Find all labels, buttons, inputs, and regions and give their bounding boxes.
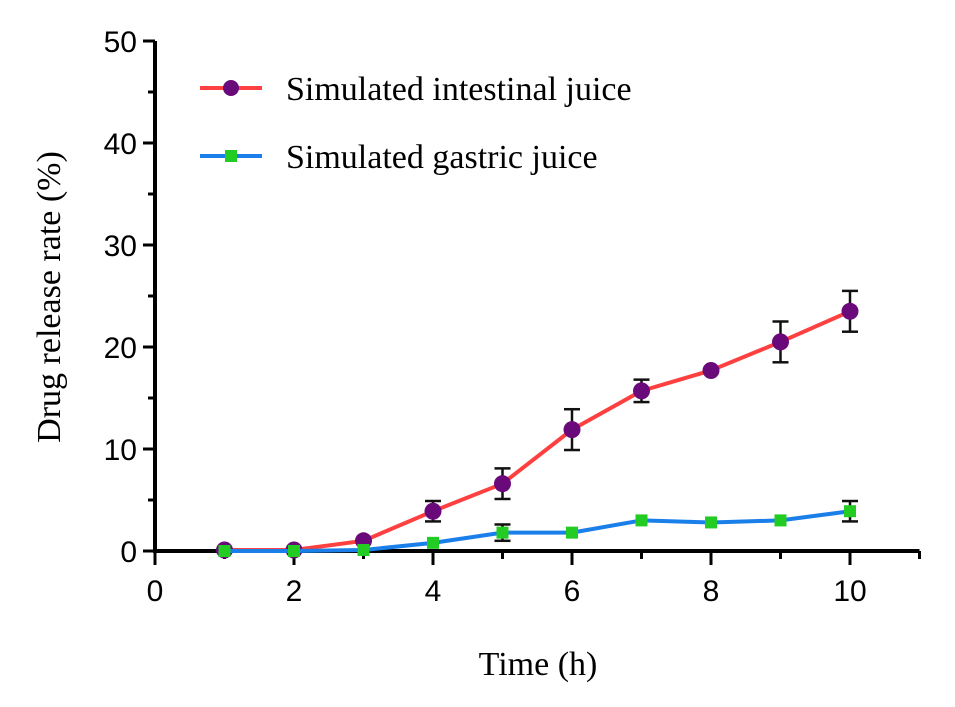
axes: 0 10 20 30 40 50 0 2 4 6 8 10 (104, 26, 921, 608)
x-axis-label: Time (h) (479, 646, 598, 683)
x-tick-label: 8 (703, 575, 720, 608)
series-line (224, 509, 851, 553)
y-tick-label: 10 (104, 434, 137, 467)
data-point (288, 545, 300, 557)
data-point (635, 514, 648, 527)
series-line (224, 309, 851, 552)
data-point (702, 361, 720, 379)
legend: Simulated intestinal juice Simulated gas… (200, 71, 632, 176)
x-tick-label: 6 (564, 575, 581, 608)
data-point (633, 382, 650, 400)
x-tick-label: 10 (833, 575, 866, 608)
y-tick-label: 50 (104, 26, 137, 59)
data-point (844, 505, 856, 518)
data-point (357, 543, 370, 556)
legend-marker-gastric (225, 150, 237, 162)
y-axis-label: Drug release rate (%) (31, 151, 68, 443)
data-point (841, 302, 859, 320)
x-tick-label: 2 (286, 575, 303, 608)
data-point (494, 475, 511, 493)
series-gastric (218, 499, 858, 557)
legend-marker-intestinal (223, 80, 239, 96)
data-point (424, 502, 442, 520)
data-point (218, 545, 231, 557)
data-point (563, 421, 581, 439)
data-point (774, 514, 787, 527)
legend-label-intestinal: Simulated intestinal juice (286, 71, 632, 108)
data-point (705, 516, 717, 529)
y-tick-label: 20 (104, 332, 137, 365)
data-point (566, 526, 578, 539)
y-tick-label: 0 (120, 536, 137, 569)
y-tick-label: 30 (104, 230, 137, 263)
series-intestinal (216, 289, 859, 559)
series-layer (216, 289, 859, 559)
data-point (496, 526, 509, 539)
data-point (772, 333, 789, 351)
x-tick-label: 0 (147, 575, 164, 608)
data-point (427, 536, 439, 549)
y-tick-label: 40 (104, 128, 137, 161)
x-tick-label: 4 (425, 575, 442, 608)
legend-label-gastric: Simulated gastric juice (286, 139, 598, 176)
